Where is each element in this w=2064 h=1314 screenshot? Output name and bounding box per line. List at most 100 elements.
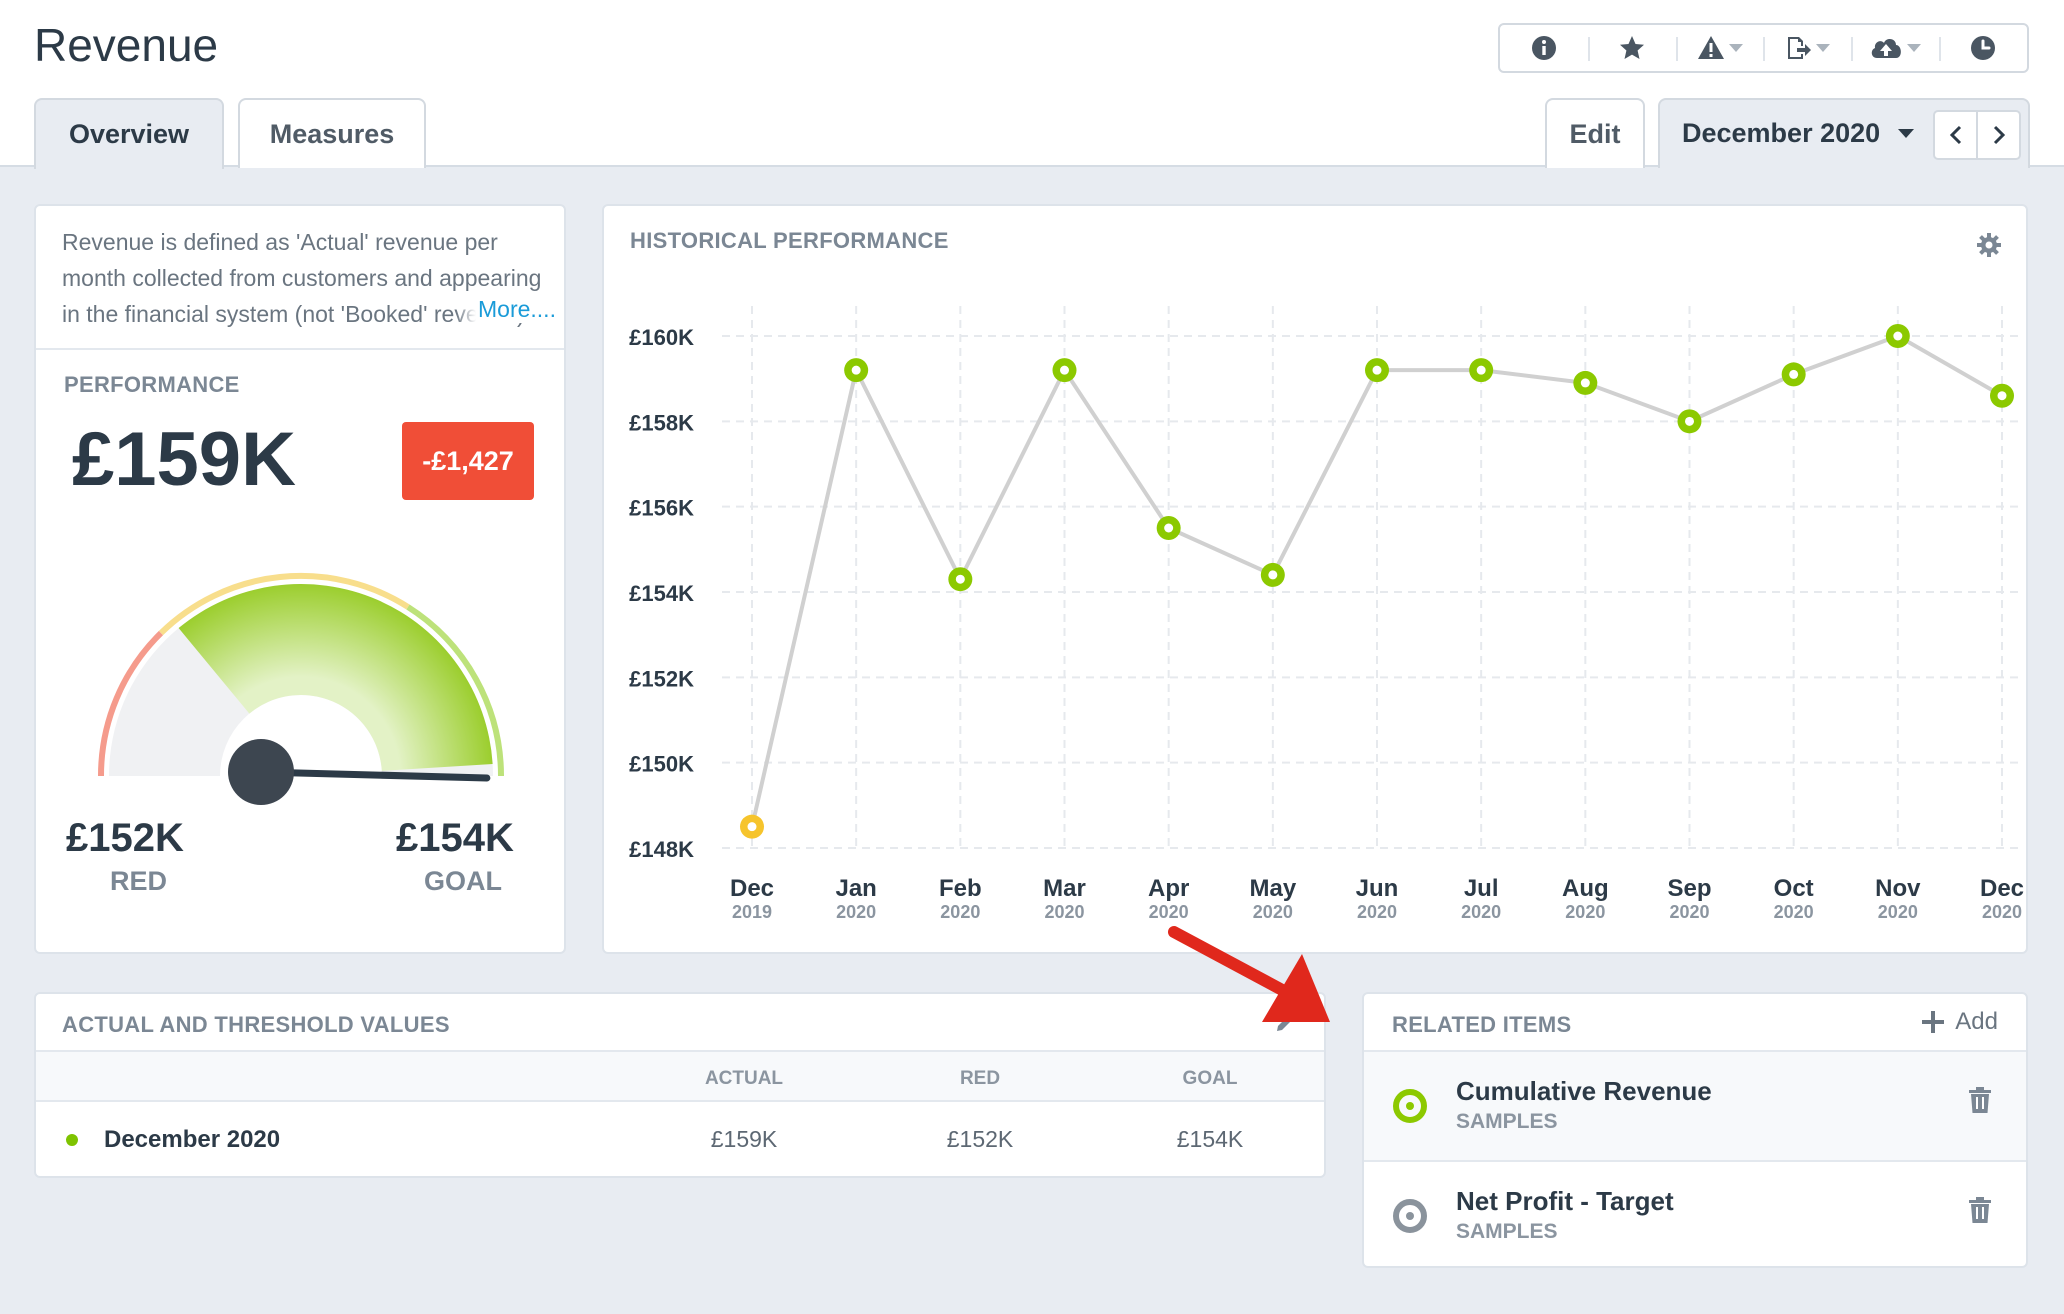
x-tick-year: 2020 [1878, 902, 1918, 922]
chart-title: HISTORICAL PERFORMANCE [630, 228, 949, 253]
x-tick-year: 2019 [732, 902, 772, 922]
tab-overview[interactable]: Overview [34, 98, 224, 169]
line-chart: £160K£158K£156K£154K£152K£150K£148KDec20… [629, 306, 2024, 922]
data-point-center [1580, 378, 1590, 388]
cloud-upload-icon [1872, 39, 1902, 58]
add-label: Add [1955, 1008, 1998, 1035]
x-tick-year: 2020 [1774, 902, 1814, 922]
x-tick-year: 2020 [940, 902, 980, 922]
historical-performance-card: HISTORICAL PERFORMANCE £160K £158K £156K £1… [602, 204, 2028, 954]
data-point-center [851, 365, 861, 375]
gauge-yellow-band [158, 572, 410, 636]
data-point-center [747, 822, 757, 832]
divider [36, 348, 564, 350]
x-tick-year: 2020 [1982, 902, 2022, 922]
x-tick-label: Sep [1667, 875, 1711, 902]
favorite-button[interactable] [1587, 25, 1676, 71]
x-tick-year: 2020 [1565, 902, 1605, 922]
period-selector: December 2020 [1658, 98, 2030, 168]
related-item-source: SAMPLES [1456, 1220, 1558, 1243]
annotation-arrow [1168, 926, 1330, 1022]
related-items-card: RELATED ITEMS Add Cumulative Revenue SAM… [1362, 992, 2028, 1268]
info-icon [1531, 36, 1556, 60]
clock-icon [1971, 36, 1996, 60]
export-button[interactable] [1763, 25, 1851, 71]
red-threshold-value: £152K [66, 816, 184, 860]
more-link[interactable]: More.... [456, 296, 556, 323]
x-tick-label: Dec [1980, 875, 2024, 902]
period-dropdown[interactable]: December 2020 [1682, 118, 1915, 149]
y-tick-label: £148K [629, 837, 694, 862]
data-point-center [1997, 391, 2007, 401]
x-tick-year: 2020 [1461, 902, 1501, 922]
period-pager [1933, 110, 2021, 160]
related-item[interactable]: Cumulative Revenue SAMPLES [1364, 1050, 2026, 1160]
trash-icon[interactable] [1968, 1086, 1992, 1114]
x-tick-label: Oct [1774, 875, 1814, 902]
red-threshold-label: RED [110, 866, 168, 896]
x-tick-year: 2020 [1357, 902, 1397, 922]
previous-period-button[interactable] [1935, 112, 1976, 158]
data-point-center [1789, 369, 1799, 379]
y-tick-label: £152K [629, 666, 694, 691]
cell-goal: £154K [1176, 1126, 1244, 1152]
export-icon [1788, 37, 1812, 59]
caret-down-icon [1898, 129, 1915, 138]
gauge-red-band [97, 630, 164, 777]
column-header-red: RED [959, 1068, 1001, 1089]
data-point-center [1893, 331, 1903, 341]
table-header: ACTUAL RED GOAL [36, 1050, 1324, 1102]
x-tick-label: May [1249, 875, 1296, 902]
x-tick-year: 2020 [1044, 902, 1084, 922]
row-period: December 2020 [104, 1126, 281, 1153]
goal-label: GOAL [424, 866, 502, 896]
gauge-needle [257, 768, 491, 782]
gear-icon[interactable] [1976, 232, 2002, 258]
data-point-center [1268, 570, 1278, 580]
page-title: Revenue [34, 19, 219, 71]
chevron-down-icon [1816, 44, 1831, 52]
related-item[interactable]: Net Profit - Target SAMPLES [1364, 1160, 2026, 1270]
info-button[interactable] [1500, 25, 1588, 71]
y-tick-label: £154K [629, 581, 694, 606]
goal-value: £154K [396, 816, 514, 860]
cloud-button[interactable] [1851, 25, 1939, 71]
related-item-name: Net Profit - Target [1456, 1186, 1674, 1216]
delta-badge: -£1,427 [402, 422, 534, 500]
next-period-button[interactable] [1976, 112, 2019, 158]
data-point-center [1164, 523, 1174, 533]
alerts-button[interactable] [1675, 25, 1764, 71]
data-point-center [1476, 365, 1486, 375]
status-dot [66, 1134, 78, 1146]
table-row[interactable]: December 2020 £159K £152K £154K [36, 1102, 1324, 1176]
gauge-hub [228, 739, 294, 805]
gauge-green-band [406, 604, 504, 777]
measure-description: Revenue is defined as 'Actual' revenue p… [62, 229, 542, 327]
data-point-center [1372, 365, 1382, 375]
data-point-center [1685, 416, 1694, 426]
related-item-source: SAMPLES [1456, 1110, 1558, 1133]
y-tick-label: £156K [629, 496, 694, 521]
add-related-button[interactable]: Add [1921, 1008, 1998, 1036]
values-table-title: ACTUAL AND THRESHOLD VALUES [62, 1012, 450, 1037]
x-tick-year: 2020 [1149, 902, 1189, 922]
star-icon [1619, 36, 1644, 59]
cell-actual: £159K [710, 1126, 778, 1152]
toolbar [1498, 23, 2029, 73]
x-tick-year: 2020 [1669, 902, 1709, 922]
chevron-right-icon [1993, 125, 2005, 145]
tab-measures[interactable]: Measures [238, 98, 426, 168]
x-tick-label: Jun [1356, 875, 1399, 902]
plus-icon [1922, 1011, 1945, 1033]
warning-icon [1697, 36, 1724, 59]
x-tick-label: Nov [1875, 875, 1921, 902]
related-items-title: RELATED ITEMS [1392, 1012, 1572, 1037]
performance-card: Revenue is defined as 'Actual' revenue p… [34, 204, 566, 954]
edit-button[interactable]: Edit [1545, 98, 1645, 168]
y-tick-label: £150K [629, 752, 694, 777]
values-table-card: ACTUAL AND THRESHOLD VALUES ACTUAL RED G… [34, 992, 1326, 1178]
x-tick-label: Feb [939, 875, 982, 902]
history-button[interactable] [1939, 25, 2027, 71]
data-point-center [955, 574, 965, 584]
trash-icon[interactable] [1968, 1196, 1992, 1224]
